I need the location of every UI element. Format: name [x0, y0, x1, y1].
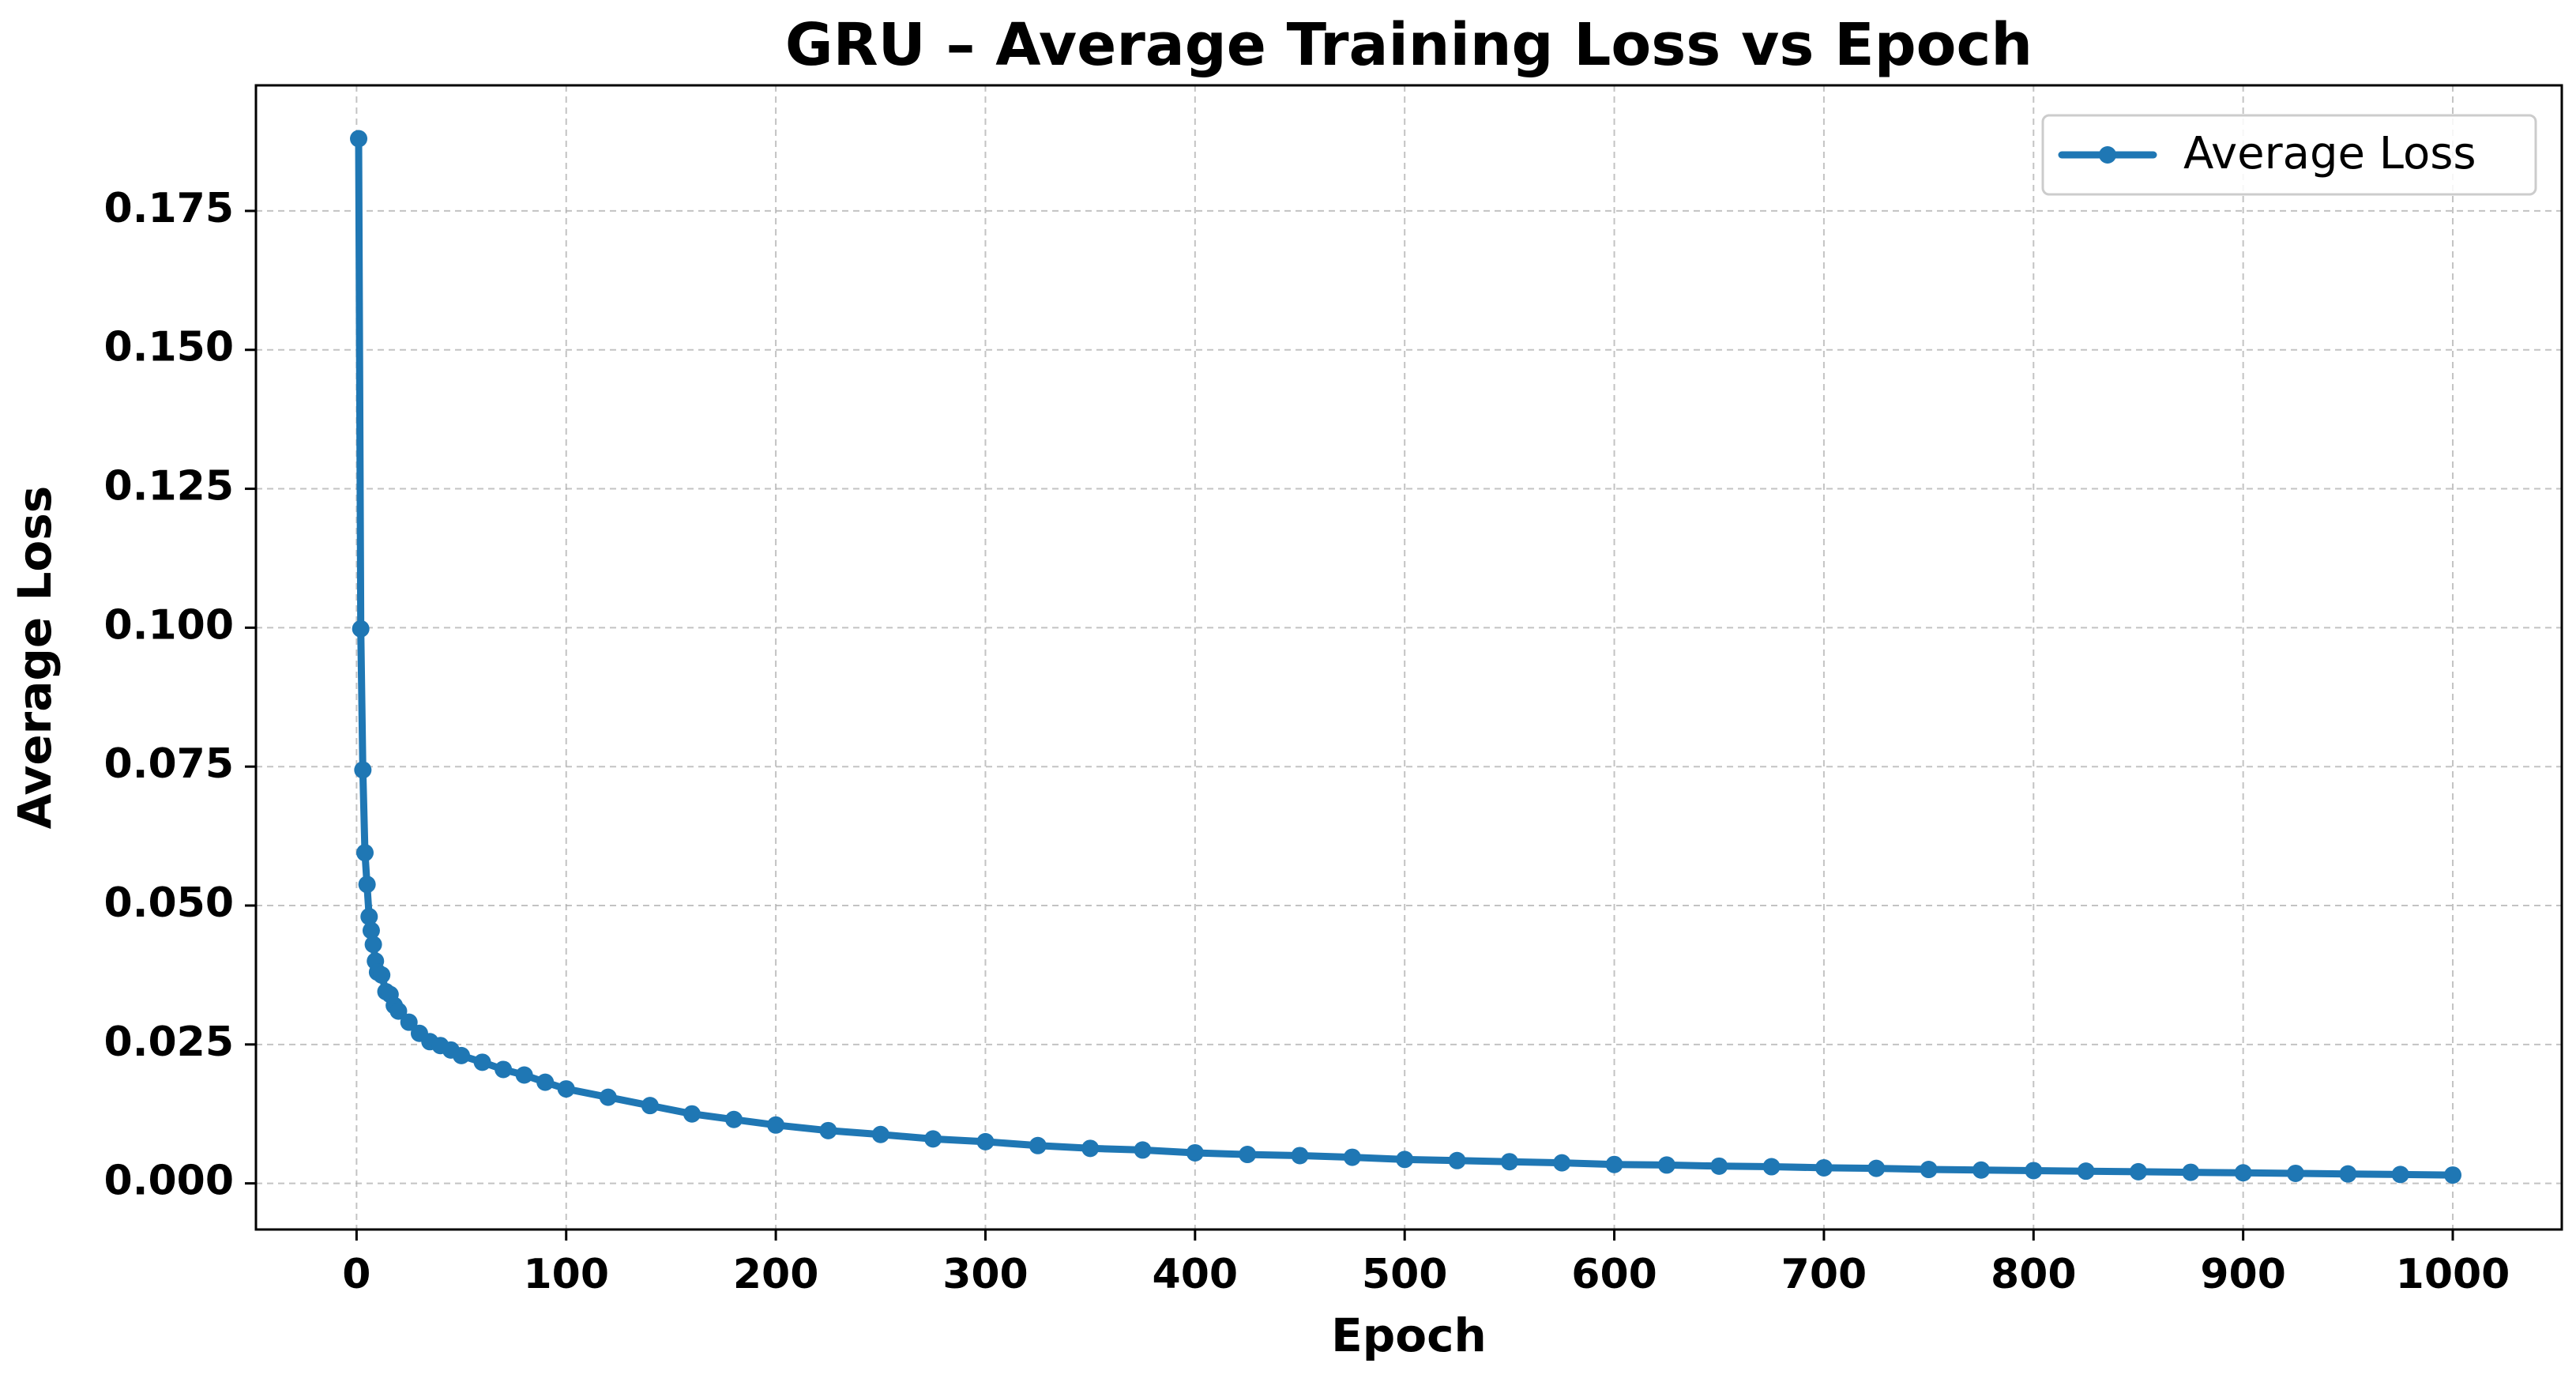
x-tick-label: 700	[1781, 1251, 1867, 1298]
x-tick-label: 200	[733, 1251, 819, 1298]
y-tick-label: 0.075	[104, 740, 234, 788]
data-point	[355, 844, 374, 862]
data-point	[1762, 1158, 1781, 1176]
data-point	[1291, 1147, 1309, 1165]
data-point	[2129, 1162, 2147, 1181]
data-point	[1239, 1146, 1257, 1164]
data-point	[1343, 1148, 1361, 1166]
data-point	[1500, 1153, 1518, 1171]
y-tick-label: 0.175	[104, 185, 234, 232]
plot-frame	[254, 84, 2563, 1231]
y-axis-ticks: 0.000 0.025 0.050 0.075 0.100 0.125 0.150 0.175	[104, 185, 256, 1205]
data-point	[352, 619, 370, 638]
data-point	[473, 1053, 491, 1071]
data-point	[1920, 1161, 1938, 1179]
grid	[256, 85, 2562, 1229]
data-point	[1553, 1154, 1571, 1172]
data-point	[1657, 1156, 1675, 1174]
data-point	[373, 966, 391, 984]
data-point	[536, 1073, 555, 1091]
data-point	[389, 1002, 408, 1020]
data-point	[1396, 1150, 1414, 1169]
data-point	[1029, 1136, 1047, 1154]
legend: Average Loss	[2041, 114, 2537, 196]
data-point	[924, 1130, 942, 1148]
x-tick-label: 300	[942, 1251, 1029, 1298]
y-tick-label: 0.025	[104, 1019, 234, 1066]
data-point	[350, 130, 368, 148]
x-axis-label: Epoch	[1331, 1309, 1487, 1362]
data-point	[1081, 1139, 1100, 1158]
data-point	[1867, 1159, 1886, 1177]
data-point	[557, 1080, 575, 1098]
data-point	[495, 1060, 513, 1079]
legend-box	[2041, 114, 2537, 196]
data-point	[1814, 1158, 1833, 1177]
data-point	[1605, 1155, 1623, 1173]
data-point	[360, 908, 378, 926]
data-point	[1448, 1151, 1466, 1169]
series-layer	[350, 130, 2462, 1184]
data-point	[976, 1132, 995, 1150]
y-axis-label: Average Loss	[8, 486, 62, 830]
data-point	[2025, 1162, 2043, 1180]
data-point	[599, 1088, 617, 1106]
data-point	[2444, 1166, 2462, 1184]
data-point	[2339, 1165, 2357, 1183]
legend-marker-swatch	[2099, 146, 2116, 164]
chart-title: GRU – Average Training Loss vs Epoch	[785, 11, 2033, 79]
x-tick-label: 800	[1991, 1251, 2077, 1298]
y-tick-label: 0.150	[104, 324, 234, 371]
data-point	[453, 1046, 471, 1064]
data-point	[515, 1066, 533, 1084]
y-tick-label: 0.000	[104, 1158, 234, 1205]
legend-label: Average Loss	[2183, 128, 2476, 179]
data-point	[364, 936, 382, 954]
x-tick-label: 400	[1153, 1251, 1239, 1298]
x-tick-label: 0	[342, 1251, 370, 1298]
data-point	[1710, 1157, 1728, 1175]
x-tick-label: 500	[1362, 1251, 1448, 1298]
data-point	[1186, 1143, 1204, 1162]
data-point	[725, 1110, 743, 1128]
data-point	[683, 1105, 701, 1123]
data-point	[358, 876, 376, 894]
x-tick-label: 900	[2200, 1251, 2286, 1298]
data-point	[819, 1121, 837, 1139]
x-axis-ticks: 0 100 200 300 400 500 600 700 800 900 1000	[342, 1229, 2510, 1298]
data-point	[400, 1013, 418, 1031]
y-tick-label: 0.050	[104, 879, 234, 927]
x-tick-label: 100	[523, 1251, 609, 1298]
data-point	[1134, 1141, 1152, 1159]
data-point	[1972, 1161, 1990, 1179]
data-point	[767, 1116, 785, 1134]
data-point	[2234, 1164, 2252, 1182]
data-point	[871, 1125, 889, 1143]
x-tick-label: 600	[1571, 1251, 1657, 1298]
data-point	[2077, 1162, 2095, 1181]
data-point	[2182, 1163, 2200, 1181]
x-tick-label: 1000	[2396, 1251, 2510, 1298]
data-point	[2391, 1165, 2409, 1184]
data-point	[362, 921, 380, 940]
y-tick-label: 0.125	[104, 463, 234, 510]
data-point	[641, 1097, 659, 1115]
data-point	[354, 761, 372, 779]
data-point	[2286, 1164, 2304, 1182]
y-tick-label: 0.100	[104, 601, 234, 649]
